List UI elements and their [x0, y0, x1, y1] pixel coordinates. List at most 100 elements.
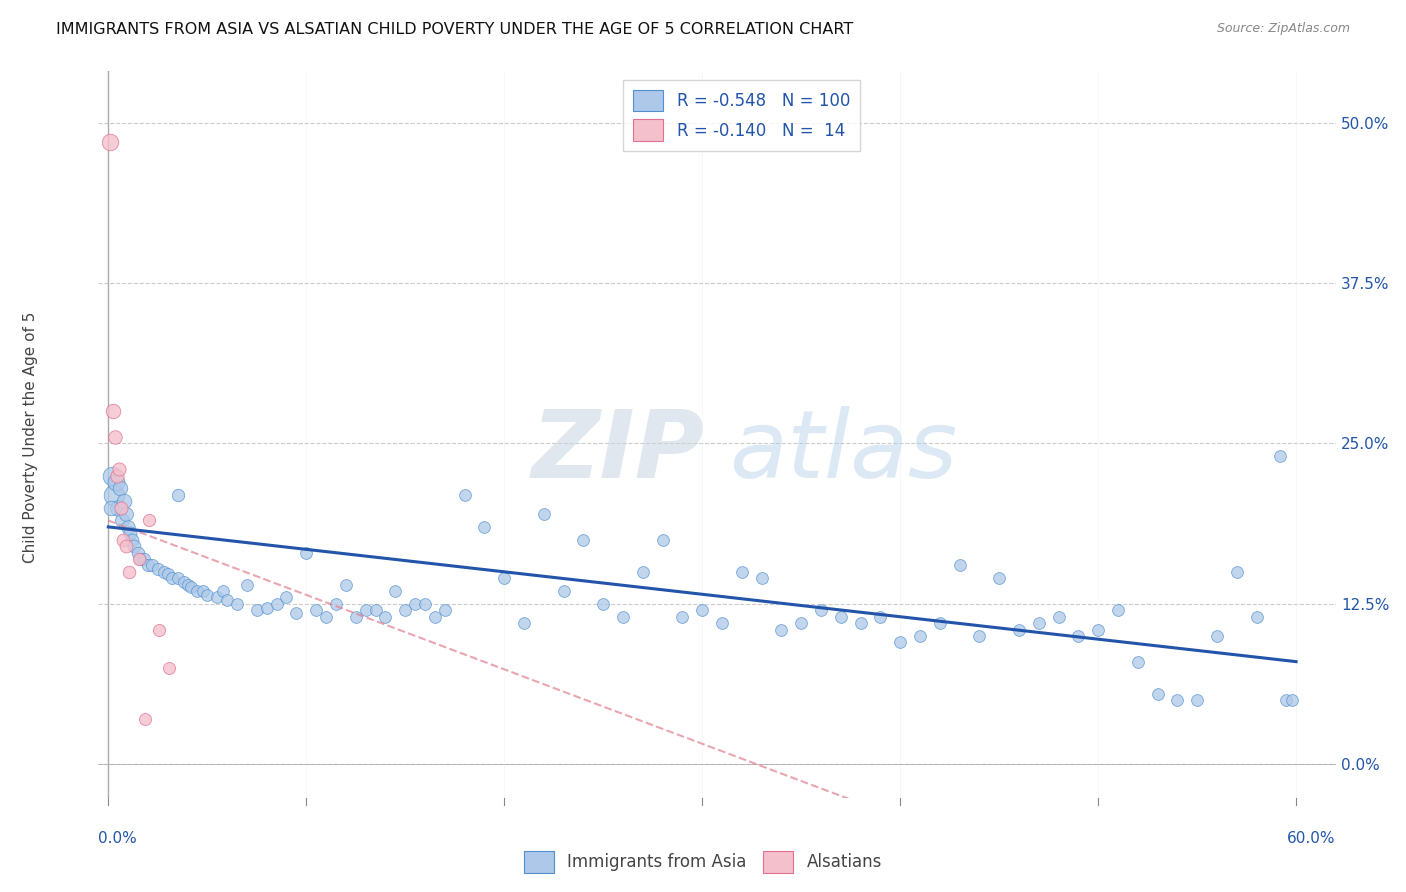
Point [810, 603, 832, 617]
Point [285, 606, 308, 620]
Point [651, 533, 673, 547]
Point [107, 500, 129, 515]
Point [1126, 655, 1149, 669]
Point [1008, 623, 1031, 637]
Point [138, 514, 160, 528]
Point [111, 514, 134, 528]
Point [166, 488, 188, 502]
Point [128, 552, 150, 566]
Point [344, 609, 367, 624]
Text: Source: ZipAtlas.com: Source: ZipAtlas.com [1216, 22, 1350, 36]
Point [132, 552, 155, 566]
Point [948, 558, 970, 573]
Point [1067, 629, 1090, 643]
Point [276, 591, 298, 605]
Point [533, 507, 555, 521]
Point [1185, 693, 1208, 707]
Point [115, 507, 138, 521]
Point [156, 567, 179, 582]
Point [186, 584, 208, 599]
Point [180, 580, 202, 594]
Point [160, 571, 183, 585]
Point [146, 562, 169, 576]
Point [236, 577, 259, 591]
Point [404, 597, 426, 611]
Point [136, 558, 159, 573]
Point [120, 526, 142, 541]
Point [1146, 687, 1168, 701]
Point [869, 609, 891, 624]
Point [453, 488, 475, 502]
Point [246, 603, 269, 617]
Point [129, 552, 152, 566]
Point [121, 533, 143, 547]
Point [690, 603, 713, 617]
Point [1275, 693, 1298, 707]
Point [572, 533, 595, 547]
Point [205, 591, 228, 605]
Point [513, 616, 536, 631]
Point [1166, 693, 1188, 707]
Point [751, 571, 773, 585]
Point [423, 609, 446, 624]
Text: ZIP: ZIP [531, 406, 704, 498]
Point [212, 584, 235, 599]
Point [134, 712, 156, 726]
Point [889, 635, 911, 649]
Point [671, 609, 693, 624]
Point [612, 609, 634, 624]
Legend: R = -0.548   N = 100, R = -0.140   N =  14: R = -0.548 N = 100, R = -0.140 N = 14 [623, 79, 860, 151]
Legend: Immigrants from Asia, Alsatians: Immigrants from Asia, Alsatians [517, 845, 889, 880]
Point [315, 609, 337, 624]
Point [731, 565, 754, 579]
Point [325, 597, 347, 611]
Text: 0.0%: 0.0% [98, 831, 138, 846]
Point [384, 584, 406, 599]
Point [1028, 616, 1050, 631]
Point [295, 545, 318, 559]
Point [173, 575, 195, 590]
Point [195, 588, 218, 602]
Point [104, 430, 127, 444]
Point [166, 571, 188, 585]
Point [104, 475, 127, 489]
Point [988, 571, 1011, 585]
Point [494, 571, 516, 585]
Point [105, 468, 128, 483]
Point [117, 520, 139, 534]
Point [112, 533, 135, 547]
Point [354, 603, 377, 617]
Point [305, 603, 328, 617]
Text: atlas: atlas [730, 406, 957, 497]
Point [364, 603, 387, 617]
Point [157, 661, 180, 675]
Text: IMMIGRANTS FROM ASIA VS ALSATIAN CHILD POVERTY UNDER THE AGE OF 5 CORRELATION CH: IMMIGRANTS FROM ASIA VS ALSATIAN CHILD P… [56, 22, 853, 37]
Point [176, 577, 198, 591]
Point [849, 616, 872, 631]
Point [374, 609, 396, 624]
Point [152, 565, 174, 579]
Point [226, 597, 249, 611]
Point [1047, 609, 1070, 624]
Point [127, 545, 149, 559]
Text: Child Poverty Under the Age of 5: Child Poverty Under the Age of 5 [24, 311, 38, 563]
Point [1226, 565, 1249, 579]
Point [217, 593, 239, 607]
Point [553, 584, 575, 599]
Point [908, 629, 931, 643]
Text: 60.0%: 60.0% [1288, 831, 1336, 846]
Point [592, 597, 614, 611]
Point [928, 616, 950, 631]
Point [122, 539, 145, 553]
Point [969, 629, 991, 643]
Point [148, 623, 170, 637]
Point [770, 623, 793, 637]
Point [711, 616, 734, 631]
Point [114, 539, 136, 553]
Point [474, 520, 496, 534]
Point [1206, 629, 1229, 643]
Point [830, 609, 852, 624]
Point [98, 135, 121, 149]
Point [118, 565, 141, 579]
Point [193, 584, 215, 599]
